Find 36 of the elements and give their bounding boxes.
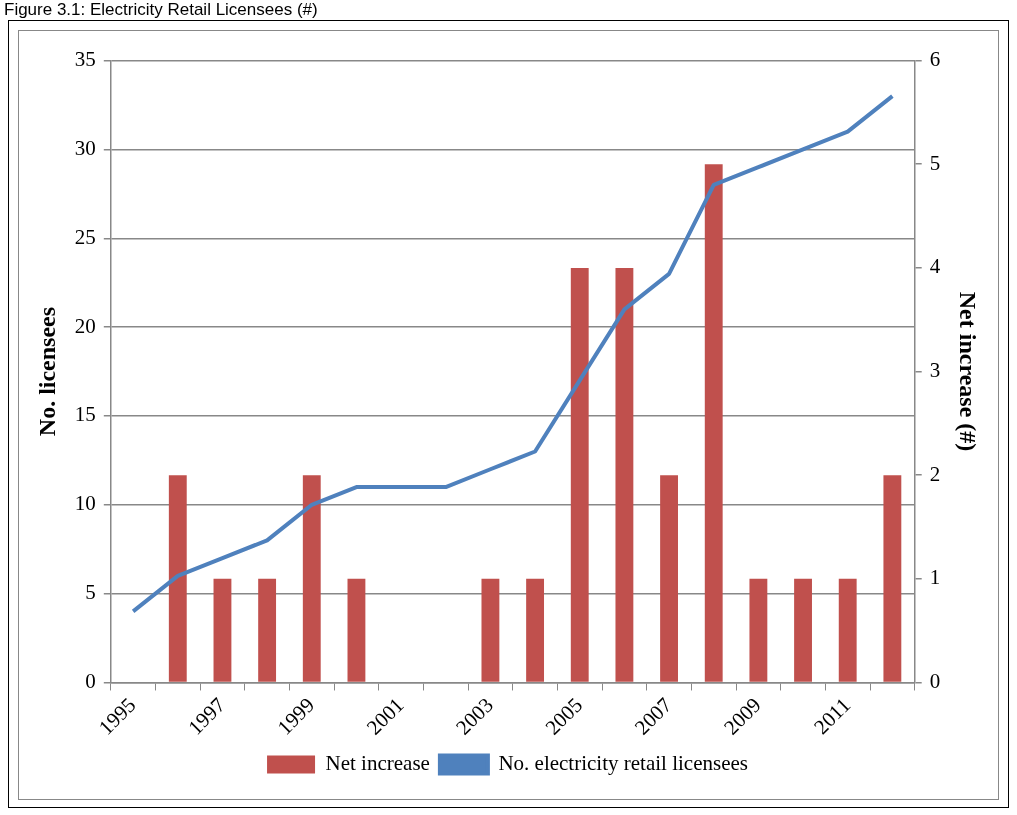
- y-tick-label: 5: [85, 580, 96, 605]
- y2-tick-label: 6: [929, 47, 941, 72]
- x-tick-label: 2011: [809, 692, 856, 739]
- y2-tick-label: 0: [929, 669, 941, 693]
- y-tick-label: 10: [74, 491, 96, 516]
- bar: [883, 475, 902, 682]
- chart-title: Figure 3.1: Electricity Retail Licensees (#): [4, 0, 318, 20]
- bar: [213, 578, 232, 682]
- y2-axis-title: Net increase (#): [955, 291, 982, 452]
- bar: [570, 267, 589, 682]
- bar: [168, 475, 187, 682]
- y2-tick-label: 3: [929, 358, 941, 383]
- legend-label: Net increase: [325, 751, 430, 776]
- bar: [347, 578, 366, 682]
- y2-tick-label: 5: [929, 150, 941, 175]
- y-axis-title: No. licensees: [33, 306, 60, 437]
- bar: [526, 578, 545, 682]
- y2-tick-label: 2: [929, 461, 941, 486]
- y-tick-label: 25: [74, 224, 96, 249]
- bar: [615, 267, 634, 682]
- y-tick-label: 0: [85, 669, 96, 693]
- y-tick-label: 30: [74, 135, 96, 160]
- y-tick-label: 20: [74, 313, 96, 338]
- bar: [749, 578, 768, 682]
- bar: [660, 475, 678, 682]
- bar: [302, 475, 321, 682]
- y-tick-label: 15: [74, 402, 96, 427]
- bar: [258, 578, 277, 682]
- bar: [838, 578, 857, 682]
- y2-tick-label: 4: [929, 254, 941, 279]
- y-tick-label: 35: [74, 47, 96, 72]
- y2-tick-label: 1: [929, 565, 941, 590]
- bar: [481, 578, 500, 682]
- bar: [794, 578, 812, 682]
- bar: [704, 164, 723, 682]
- legend-label: No. electricity retail licensees: [498, 751, 748, 776]
